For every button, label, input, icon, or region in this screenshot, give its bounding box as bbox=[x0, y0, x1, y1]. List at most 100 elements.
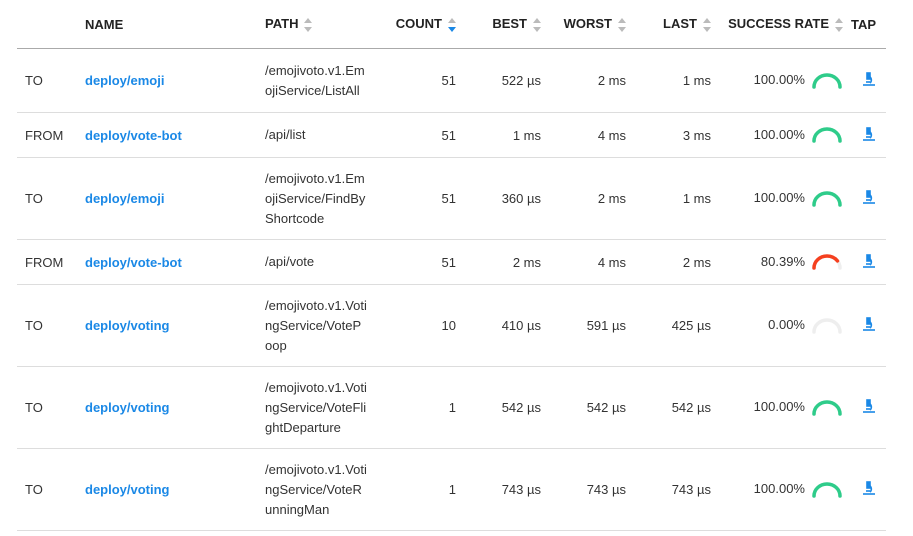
sort-icon[interactable] bbox=[304, 17, 313, 32]
best-latency: 2 ms bbox=[464, 239, 549, 285]
microscope-icon[interactable] bbox=[862, 317, 876, 331]
sort-icon[interactable] bbox=[835, 17, 843, 32]
count: 51 bbox=[375, 157, 464, 240]
table-row: TO deploy/voting /emojivoto.v1.VotingSer… bbox=[17, 366, 886, 449]
microscope-icon[interactable] bbox=[862, 399, 876, 413]
count: 1 bbox=[375, 448, 464, 531]
microscope-icon[interactable] bbox=[862, 253, 876, 268]
best-latency: 522 µs bbox=[464, 48, 549, 113]
last-latency: 743 µs bbox=[634, 448, 719, 531]
gauge-fill bbox=[812, 73, 842, 89]
tap-table: NAME PATH COUNT BEST WORST LAST SUCCESS … bbox=[17, 0, 886, 531]
resource-link[interactable]: deploy/vote-bot bbox=[85, 127, 182, 143]
success-rate-gauge bbox=[812, 400, 842, 416]
sort-icon[interactable] bbox=[703, 17, 711, 32]
resource-link[interactable]: deploy/emoji bbox=[85, 191, 165, 206]
table-row: TO deploy/voting /emojivoto.v1.VotingSer… bbox=[17, 448, 886, 531]
best-latency: 542 µs bbox=[464, 366, 549, 449]
microscope-icon[interactable] bbox=[862, 126, 876, 141]
success-rate: 100.00% bbox=[753, 399, 805, 415]
success-rate-gauge bbox=[812, 318, 842, 334]
best-latency: 743 µs bbox=[464, 448, 549, 531]
success-rate-gauge bbox=[812, 482, 842, 498]
col-best[interactable]: BEST bbox=[464, 0, 549, 49]
direction: FROM bbox=[17, 239, 77, 285]
direction: TO bbox=[17, 448, 77, 531]
col-count[interactable]: COUNT bbox=[375, 0, 464, 49]
success-rate-cell: 80.39% bbox=[719, 239, 847, 285]
table-row: TO deploy/emoji /emojivoto.v1.EmojiServi… bbox=[17, 157, 886, 240]
col-success-rate[interactable]: SUCCESS RATE bbox=[719, 0, 847, 49]
gauge-fill bbox=[812, 191, 842, 207]
path: /emojivoto.v1.VotingService/VoteFlightDe… bbox=[257, 366, 375, 449]
worst-latency: 2 ms bbox=[549, 157, 634, 240]
sort-icon[interactable] bbox=[533, 17, 541, 32]
success-rate-gauge bbox=[812, 254, 842, 271]
success-rate: 100.00% bbox=[753, 481, 805, 497]
success-rate: 100.00% bbox=[753, 190, 805, 206]
last-latency: 1 ms bbox=[634, 48, 719, 113]
sort-icon[interactable] bbox=[618, 17, 626, 32]
gauge-track bbox=[812, 318, 842, 334]
path: /api/list bbox=[257, 112, 375, 158]
direction: TO bbox=[17, 48, 77, 113]
table-row: TO deploy/voting /emojivoto.v1.VotingSer… bbox=[17, 284, 886, 367]
success-rate-gauge bbox=[812, 191, 842, 207]
success-rate-cell: 100.00% bbox=[719, 48, 847, 113]
direction: FROM bbox=[17, 112, 77, 158]
tap-cell bbox=[847, 366, 886, 449]
microscope-icon[interactable] bbox=[862, 72, 876, 86]
worst-latency: 591 µs bbox=[549, 284, 634, 367]
last-latency: 425 µs bbox=[634, 284, 719, 367]
resource-link[interactable]: deploy/voting bbox=[85, 318, 170, 333]
col-name: NAME bbox=[77, 0, 257, 49]
col-worst[interactable]: WORST bbox=[549, 0, 634, 49]
col-direction bbox=[17, 0, 77, 49]
gauge-fill bbox=[812, 127, 842, 144]
table-row: FROM deploy/vote-bot /api/vote 51 2 ms 4… bbox=[17, 239, 886, 285]
path: /emojivoto.v1.EmojiService/FindByShortco… bbox=[257, 157, 375, 240]
tap-cell bbox=[847, 157, 886, 240]
direction: TO bbox=[17, 284, 77, 367]
path: /emojivoto.v1.VotingService/VoteRunningM… bbox=[257, 448, 375, 531]
worst-latency: 2 ms bbox=[549, 48, 634, 113]
tap-cell bbox=[847, 239, 886, 285]
count: 51 bbox=[375, 112, 464, 158]
count: 1 bbox=[375, 366, 464, 449]
worst-latency: 743 µs bbox=[549, 448, 634, 531]
success-rate-gauge bbox=[812, 73, 842, 89]
worst-latency: 4 ms bbox=[549, 239, 634, 285]
last-latency: 1 ms bbox=[634, 157, 719, 240]
resource-link[interactable]: deploy/vote-bot bbox=[85, 254, 182, 270]
success-rate-cell: 100.00% bbox=[719, 366, 847, 449]
table-row: TO deploy/emoji /emojivoto.v1.EmojiServi… bbox=[17, 48, 886, 113]
tap-cell bbox=[847, 284, 886, 367]
tap-cell bbox=[847, 448, 886, 531]
col-last[interactable]: LAST bbox=[634, 0, 719, 49]
count: 51 bbox=[375, 239, 464, 285]
success-rate-cell: 100.00% bbox=[719, 112, 847, 158]
last-latency: 3 ms bbox=[634, 112, 719, 158]
resource-link[interactable]: deploy/emoji bbox=[85, 73, 165, 88]
success-rate-cell: 100.00% bbox=[719, 448, 847, 531]
path: /emojivoto.v1.EmojiService/ListAll bbox=[257, 48, 375, 113]
resource-link[interactable]: deploy/voting bbox=[85, 482, 170, 497]
worst-latency: 4 ms bbox=[549, 112, 634, 158]
col-path[interactable]: PATH bbox=[257, 0, 375, 49]
microscope-icon[interactable] bbox=[862, 481, 876, 495]
best-latency: 410 µs bbox=[464, 284, 549, 367]
microscope-icon[interactable] bbox=[862, 190, 876, 204]
success-rate-cell: 100.00% bbox=[719, 157, 847, 240]
success-rate: 100.00% bbox=[753, 126, 805, 142]
tap-cell bbox=[847, 48, 886, 113]
best-latency: 1 ms bbox=[464, 112, 549, 158]
count: 10 bbox=[375, 284, 464, 367]
sort-desc-icon[interactable] bbox=[448, 17, 456, 32]
tap-cell bbox=[847, 112, 886, 158]
gauge-fill bbox=[812, 482, 842, 498]
count: 51 bbox=[375, 48, 464, 113]
last-latency: 542 µs bbox=[634, 366, 719, 449]
path: /api/vote bbox=[257, 239, 375, 285]
resource-link[interactable]: deploy/voting bbox=[85, 400, 170, 415]
success-rate: 0.00% bbox=[768, 317, 805, 333]
